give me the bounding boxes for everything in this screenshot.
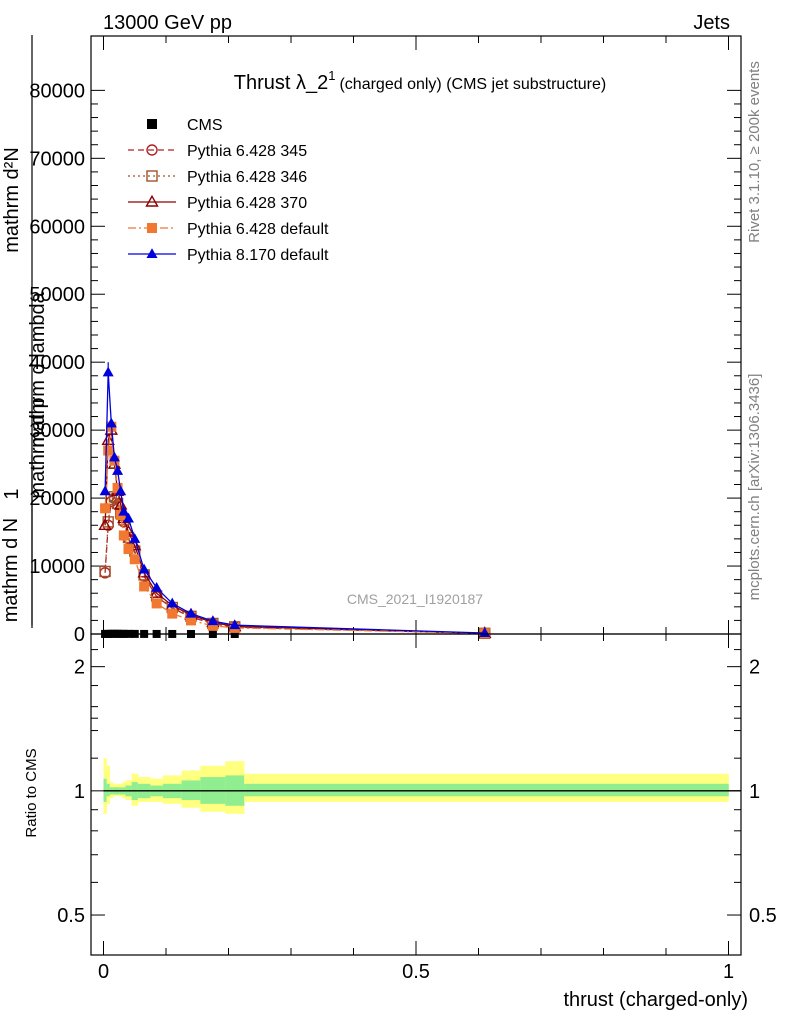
point-pythia-6-428-default <box>118 530 129 541</box>
ratio-y-tick-label: 0.5 <box>57 905 85 927</box>
legend-label-pythia-6-428-370: Pythia 6.428 370 <box>187 195 307 212</box>
legend-marker-cms <box>147 119 157 129</box>
y-tick-label: 70000 <box>29 148 85 170</box>
ratio-stat-band <box>244 783 729 797</box>
analysis-watermark: CMS_2021_I1920187 <box>347 591 483 607</box>
ratio-ylabel: Ratio to CMS <box>23 748 40 837</box>
legend-label-pythia-6-428-default: Pythia 6.428 default <box>187 221 329 238</box>
point-pythia-8-170-default <box>229 619 241 630</box>
main-panel: 0 10000 20000 30000 40000 50000 60000 70000 8000… <box>29 36 741 646</box>
point-pythia-8-170-default <box>115 485 127 496</box>
point-pythia-8-170-default <box>108 451 120 462</box>
main-ylabel: mathrm d N 1 mathrm d lambda mathrm d p … <box>0 35 49 628</box>
ylabel-line-2: mathrm d p <box>27 397 49 498</box>
point-pythia-8-170-default <box>185 607 197 618</box>
point-pythia-8-170-default <box>102 366 114 377</box>
point-pythia-6-428-default <box>103 445 114 456</box>
main-title-text: Thrust λ_2 <box>234 72 328 94</box>
main-title-subtitle: (charged only) (CMS jet substructure) <box>339 76 606 93</box>
header-jets-label: Jets <box>693 12 730 34</box>
point-pythia-6-428-default <box>139 581 150 592</box>
legend-label-pythia-6-428-346: Pythia 6.428 346 <box>187 169 307 186</box>
ratio-y-tick-label-right: 2 <box>749 657 760 679</box>
ylabel-line-1: mathrm d²N <box>1 147 23 253</box>
point-pythia-6-428-default <box>129 554 140 565</box>
header-energy-label: 13000 GeV pp <box>103 12 232 34</box>
xaxis-label: thrust (charged-only) <box>563 989 748 1011</box>
ratio-panel: 0.5 0.5 1 1 2 2 0 0.5 1 <box>57 634 777 983</box>
legend-label-pythia-8-170-default: Pythia 8.170 default <box>187 247 329 264</box>
point-pythia-6-428-370 <box>149 586 164 598</box>
main-title: Thrust λ_21 (charged only) (CMS jet subst… <box>234 68 606 94</box>
legend-marker-pythia-6-428-345 <box>146 144 158 156</box>
point-pythia-8-170-default <box>118 505 130 516</box>
point-pythia-8-170-default <box>99 485 111 496</box>
point-pythia-8-170-default <box>166 597 178 608</box>
legend-marker-pythia-6-428-default <box>147 223 157 233</box>
x-tick-label: 0.5 <box>402 961 430 983</box>
y-tick-label: 0 <box>74 624 85 646</box>
main-title-superscript: 1 <box>328 68 335 83</box>
y-tick-label: 40000 <box>29 352 85 374</box>
x-tick-label: 1 <box>723 961 734 983</box>
x-tick-label: 0 <box>98 961 109 983</box>
y-tick-label: 30000 <box>29 420 85 442</box>
point-pythia-6-428-default <box>151 598 162 609</box>
point-pythia-6-428-370 <box>98 518 112 530</box>
point-pythia-6-428-default <box>112 482 123 493</box>
point-pythia-6-428-default <box>123 544 134 555</box>
point-pythia-8-170-default <box>129 533 141 543</box>
point-pythia-6-428-default <box>207 620 218 631</box>
series-line-pythia-6-428-345 <box>104 496 485 634</box>
legend-label-pythia-6-428-345: Pythia 6.428 345 <box>187 143 307 160</box>
legend-label-cms: CMS <box>187 117 223 134</box>
legend-marker-pythia-6-428-370 <box>145 194 159 207</box>
series-line-pythia-8-170-default <box>104 372 485 634</box>
point-pythia-6-428-346 <box>99 565 111 578</box>
point-pythia-6-428-default <box>167 608 178 619</box>
rivet-version-label: Rivet 3.1.10, ≥ 200k events <box>746 61 763 243</box>
point-pythia-8-170-default <box>151 582 163 592</box>
ratio-y-tick-label-right: 1 <box>749 781 760 803</box>
ylabel-numerator: 1 <box>1 488 23 499</box>
point-pythia-8-170-default <box>105 417 117 428</box>
y-tick-label: 80000 <box>29 80 85 102</box>
mcplots-reference-label: mcplots.cern.ch [arXiv:1306.3436] <box>746 374 763 601</box>
y-tick-label: 50000 <box>29 284 85 306</box>
point-pythia-6-428-default <box>100 503 111 514</box>
point-pythia-6-428-370 <box>101 433 115 446</box>
legend-marker-pythia-8-170-default <box>146 248 158 258</box>
ratio-y-tick-label-right: 0.5 <box>749 905 777 927</box>
ratio-stat-band <box>106 783 111 797</box>
legend-marker-pythia-6-428-346 <box>146 170 158 182</box>
y-tick-label: 20000 <box>29 488 85 510</box>
y-tick-label: 10000 <box>29 556 85 578</box>
ratio-y-tick-label: 2 <box>74 657 85 679</box>
point-pythia-8-170-default <box>138 563 150 574</box>
point-pythia-6-428-370 <box>113 497 128 510</box>
point-pythia-6-428-default <box>186 615 196 626</box>
point-pythia-8-170-default <box>123 512 134 523</box>
point-pythia-8-170-default <box>112 465 124 475</box>
y-tick-label: 60000 <box>29 216 85 238</box>
legend: CMS Pythia 6.428 345 Pythia 6.428 346 Pythi… <box>128 117 329 264</box>
ratio-y-tick-label: 1 <box>74 781 85 803</box>
ylabel-denominator: mathrm d N <box>0 518 22 622</box>
point-pythia-8-170-default <box>207 615 219 626</box>
series-line-pythia-6-428-346 <box>104 495 485 634</box>
